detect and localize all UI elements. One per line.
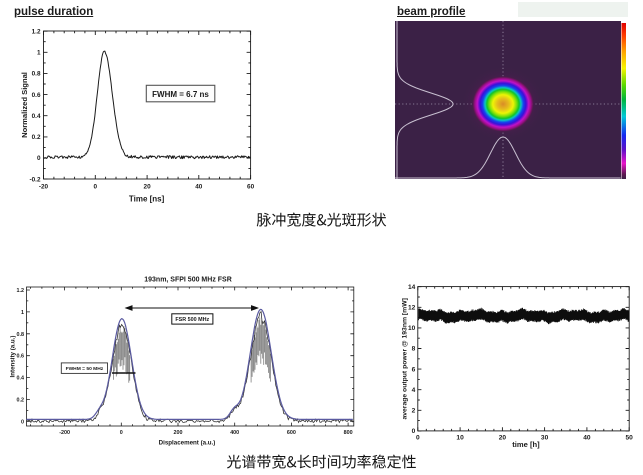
- svg-text:200: 200: [174, 430, 183, 436]
- svg-text:14: 14: [408, 284, 416, 291]
- svg-text:30: 30: [541, 435, 549, 442]
- svg-text:8: 8: [412, 346, 416, 353]
- svg-text:FSR 500 MHz: FSR 500 MHz: [175, 317, 209, 323]
- svg-text:40: 40: [583, 435, 591, 442]
- svg-text:400: 400: [230, 430, 239, 436]
- svg-text:Intensity (a.u.): Intensity (a.u.): [10, 336, 17, 378]
- svg-text:-200: -200: [59, 430, 70, 436]
- svg-text:0.4: 0.4: [32, 113, 41, 120]
- svg-text:0.8: 0.8: [32, 71, 41, 78]
- svg-text:12: 12: [408, 305, 416, 312]
- svg-text:Displacement (a.u.): Displacement (a.u.): [159, 440, 216, 447]
- svg-text:Normalized Signal: Normalized Signal: [20, 72, 29, 138]
- svg-text:20: 20: [144, 184, 152, 191]
- svg-text:0: 0: [94, 184, 98, 191]
- svg-text:-0.2: -0.2: [29, 176, 40, 183]
- svg-text:1.2: 1.2: [17, 288, 25, 294]
- svg-text:800: 800: [344, 430, 353, 436]
- svg-text:-20: -20: [39, 184, 49, 191]
- svg-text:4: 4: [412, 387, 416, 394]
- svg-text:0: 0: [37, 155, 41, 162]
- svg-text:0.6: 0.6: [32, 92, 41, 99]
- svg-text:0: 0: [412, 428, 416, 435]
- svg-text:FWHM = 6.7 ns: FWHM = 6.7 ns: [152, 90, 209, 99]
- svg-text:average output power @ 193nm [: average output power @ 193nm [mW]: [402, 298, 409, 419]
- svg-text:0.2: 0.2: [17, 398, 25, 404]
- svg-text:time [h]: time [h]: [512, 440, 540, 449]
- svg-text:10: 10: [408, 325, 416, 332]
- svg-text:Time [ns]: Time [ns]: [129, 195, 165, 204]
- svg-text:0: 0: [21, 419, 24, 425]
- svg-text:600: 600: [287, 430, 296, 436]
- svg-text:40: 40: [195, 184, 203, 191]
- svg-text:0.8: 0.8: [17, 332, 25, 338]
- svg-text:10: 10: [456, 435, 464, 442]
- svg-text:0.6: 0.6: [17, 354, 25, 360]
- svg-text:0: 0: [120, 430, 123, 436]
- svg-text:193nm, SFPI 500 MHz FSR: 193nm, SFPI 500 MHz FSR: [144, 277, 232, 284]
- svg-text:0.2: 0.2: [32, 134, 41, 141]
- svg-text:1.2: 1.2: [32, 28, 41, 35]
- svg-text:0.4: 0.4: [17, 376, 25, 382]
- svg-text:6: 6: [412, 366, 416, 373]
- svg-text:2: 2: [412, 408, 416, 415]
- svg-text:FWHM = 50 MHz: FWHM = 50 MHz: [66, 366, 104, 372]
- svg-text:1: 1: [21, 310, 24, 316]
- svg-text:20: 20: [499, 435, 507, 442]
- svg-text:0: 0: [416, 435, 420, 442]
- svg-text:1: 1: [37, 50, 41, 57]
- svg-text:60: 60: [247, 184, 255, 191]
- svg-text:50: 50: [626, 435, 634, 442]
